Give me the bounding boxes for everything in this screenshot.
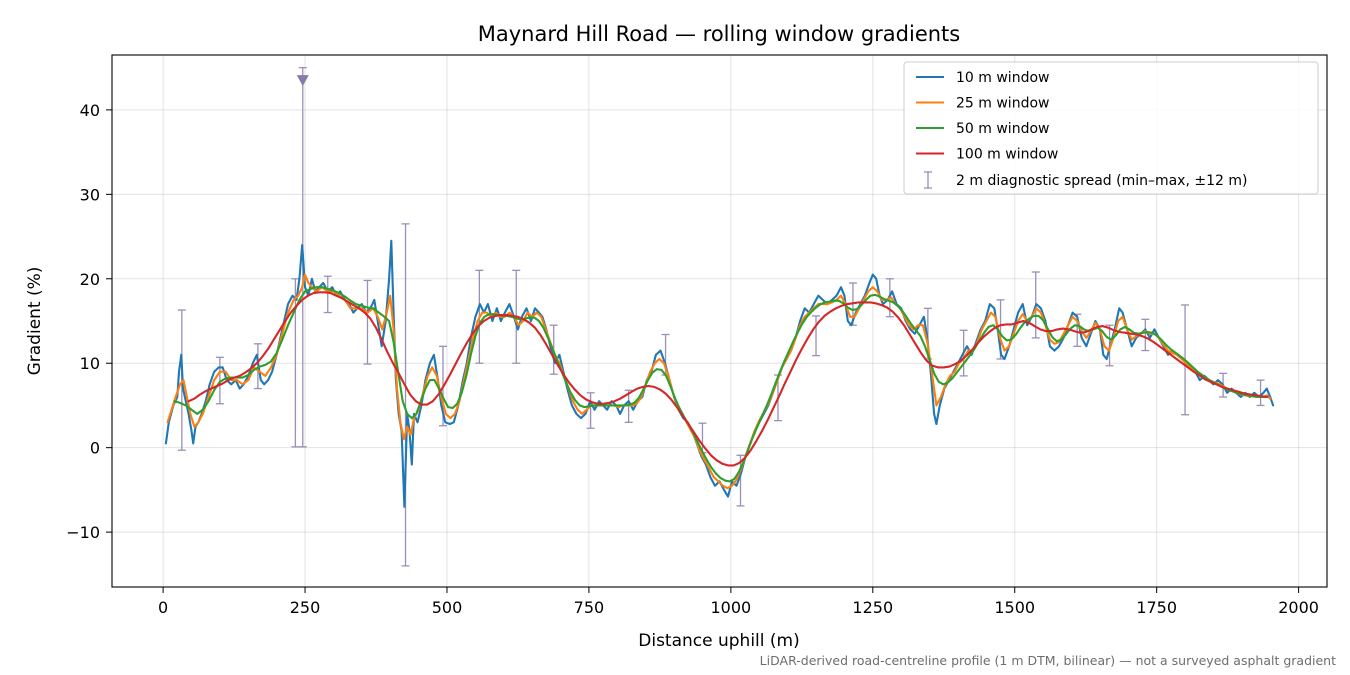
error-bar: [401, 223, 410, 567]
y-tick-label: 40: [80, 101, 100, 120]
footnote: LiDAR-derived road-centreline profile (1…: [760, 653, 1336, 668]
overflow-marker-group: [296, 75, 309, 87]
error-bar: [323, 275, 332, 314]
error-bar: [363, 279, 372, 365]
legend-item: 10 m window: [916, 70, 1049, 86]
series-line: [164, 239, 1275, 508]
x-tick-label: 250: [290, 598, 321, 617]
x-axis-label: Distance uphill (m): [638, 631, 799, 651]
x-tick-label: 1500: [994, 598, 1035, 617]
x-tick-label: 1750: [1136, 598, 1177, 617]
legend-item: 2 m diagnostic spread (min–max, ±12 m): [924, 171, 1247, 189]
x-tick-label: 500: [432, 598, 463, 617]
y-tick-label: 10: [80, 354, 100, 373]
y-tick-label: 30: [80, 185, 100, 204]
error-bar: [736, 454, 745, 507]
x-axis-ticks: 0 250 500 750 1000 1250 1500 1750 2000: [158, 587, 1319, 617]
error-bar: [812, 315, 821, 357]
series-group: [164, 239, 1275, 508]
error-bar: [215, 356, 224, 405]
error-bar: [586, 392, 595, 429]
y-axis-label: Gradient (%): [25, 267, 45, 376]
chart-title: Maynard Hill Road — rolling window gradi…: [478, 22, 960, 46]
error-bar: [1141, 318, 1150, 352]
overflow-marker: [296, 75, 309, 87]
error-bar: [1256, 379, 1265, 407]
series-line: [173, 286, 1267, 483]
legend-item: 100 m window: [916, 147, 1058, 163]
y-tick-label: 0: [90, 439, 100, 458]
legend-label: 10 m window: [956, 70, 1049, 86]
legend-label: 100 m window: [956, 147, 1058, 163]
x-tick-label: 750: [574, 598, 605, 617]
series-line: [166, 273, 1272, 490]
legend-item: 50 m window: [916, 121, 1049, 137]
x-tick-label: 1250: [852, 598, 893, 617]
legend-label: 50 m window: [956, 121, 1049, 137]
legend-item: 25 m window: [916, 96, 1049, 112]
legend-box: [903, 61, 1319, 195]
legend: 10 m window 25 m window 50 m window 100 m w…: [903, 61, 1319, 195]
series-line: [187, 291, 1269, 467]
y-tick-label: 20: [80, 270, 100, 289]
x-tick-label: 2000: [1278, 598, 1319, 617]
x-tick-label: 1000: [710, 598, 751, 617]
legend-label: 25 m window: [956, 96, 1049, 112]
x-tick-label: 0: [158, 598, 168, 617]
legend-label: 2 m diagnostic spread (min–max, ±12 m): [956, 173, 1247, 189]
y-tick-label: −10: [66, 523, 100, 542]
plot-frame: [111, 54, 1328, 588]
y-axis-ticks: −10 0 10 20 30 40: [66, 101, 112, 542]
